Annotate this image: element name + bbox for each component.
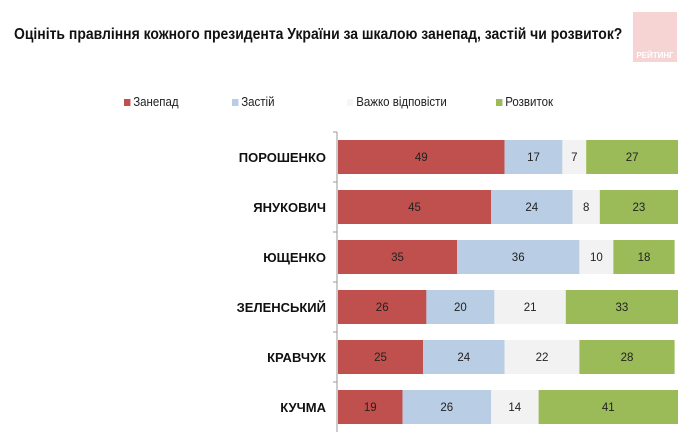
bar-segment — [423, 340, 505, 374]
legend-swatch — [124, 98, 131, 106]
data-label: 20 — [454, 302, 467, 314]
category-label: ЗЕЛЕНСЬКИЙ — [237, 300, 326, 315]
bar-segment — [504, 140, 563, 174]
data-label: 22 — [536, 352, 549, 364]
data-label: 21 — [524, 302, 537, 314]
legend-label: Занепад — [133, 95, 179, 109]
category-label: КУЧМА — [280, 400, 326, 415]
bar-segment — [457, 240, 580, 274]
bar-segment — [538, 390, 678, 424]
chart-title: Оцініть правління кожного президента Укр… — [14, 26, 623, 43]
bar-segment — [494, 290, 566, 324]
bar-segment — [579, 340, 675, 374]
data-label: 27 — [626, 152, 639, 164]
bar-segment — [491, 190, 573, 224]
data-label: 25 — [374, 352, 387, 364]
data-label: 23 — [633, 202, 646, 214]
legend-item: Занепад — [124, 95, 179, 109]
data-label: 41 — [602, 402, 615, 414]
bar-segment — [572, 190, 600, 224]
data-label: 35 — [391, 252, 404, 264]
bar-segment — [504, 340, 580, 374]
legend-swatch — [347, 98, 354, 106]
data-label: 28 — [621, 352, 634, 364]
data-label: 14 — [508, 402, 521, 414]
category-label: КРАВЧУК — [267, 350, 326, 365]
legend-label: Розвиток — [505, 95, 554, 109]
data-label: 24 — [457, 352, 470, 364]
bar-segment — [402, 390, 491, 424]
bar-segment — [338, 140, 505, 174]
bar-segment — [338, 390, 403, 424]
data-label: 10 — [590, 252, 603, 264]
bar-segment — [491, 390, 539, 424]
legend-item: Розвиток — [496, 95, 553, 109]
data-label: 7 — [571, 152, 577, 164]
legend-item: Застій — [232, 95, 275, 109]
bar-segment — [426, 290, 495, 324]
data-label: 36 — [512, 252, 525, 264]
bar-segment — [562, 140, 587, 174]
legend-label: Важко відповісти — [356, 95, 447, 109]
bar-segment — [338, 290, 427, 324]
bar-segment — [586, 140, 678, 174]
data-label: 33 — [616, 302, 629, 314]
category-label: ЮЩЕНКО — [263, 250, 326, 265]
legend-swatch — [232, 98, 239, 106]
bar-segment — [338, 340, 423, 374]
bar-segment — [599, 190, 678, 224]
bar-segment — [338, 190, 491, 224]
data-label: 17 — [527, 152, 540, 164]
bar-segment — [613, 240, 675, 274]
bar-segment — [565, 290, 678, 324]
data-label: 26 — [376, 302, 389, 314]
bar-segment — [338, 240, 457, 274]
data-label: 18 — [638, 252, 651, 264]
data-label: 8 — [583, 202, 589, 214]
legend-label: Застій — [241, 95, 275, 109]
data-label: 24 — [525, 202, 538, 214]
bar-segment — [579, 240, 614, 274]
category-label: ЯНУКОВИЧ — [253, 200, 326, 215]
data-label: 45 — [408, 202, 421, 214]
data-label: 19 — [364, 402, 377, 414]
legend-swatch — [496, 98, 503, 106]
rating-logo: РЕЙТИНГ — [633, 12, 677, 62]
category-label: ПОРОШЕНКО — [239, 150, 326, 165]
data-label: 26 — [440, 402, 453, 414]
data-label: 49 — [415, 152, 428, 164]
legend-item: Важко відповісти — [347, 95, 447, 109]
